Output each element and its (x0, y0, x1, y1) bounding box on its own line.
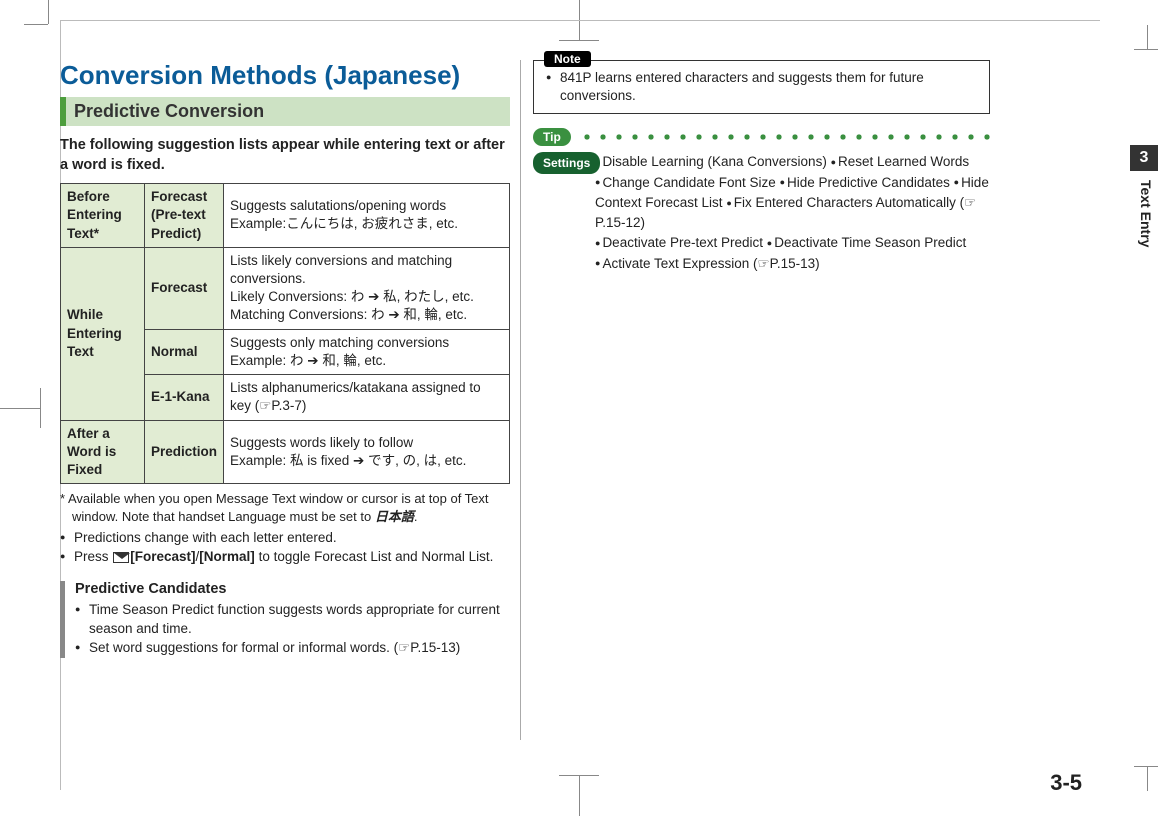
chapter-tab: 3 (1130, 145, 1158, 171)
settings-block: Settings Disable Learning (Kana Conversi… (533, 152, 990, 274)
tip-header: Tip (533, 128, 990, 146)
row-mode: Forecast (Pre-text Predict) (145, 184, 224, 248)
key-label: [Normal] (199, 549, 255, 564)
table-row: While Entering Text Forecast Lists likel… (61, 247, 510, 329)
settings-pill: Settings (533, 152, 600, 174)
note-box: Note 841P learns entered characters and … (533, 60, 990, 114)
row-stage: After a Word is Fixed (61, 420, 145, 484)
list-item: 841P learns entered characters and sugge… (546, 69, 979, 105)
right-column: Note 841P learns entered characters and … (520, 60, 990, 740)
row-desc: Lists alphanumerics/katakana assigned to… (224, 375, 510, 420)
settings-item: Change Candidate Font Size (595, 175, 776, 190)
section-heading: Predictive Conversion (60, 97, 510, 126)
notes-list: Predictions change with each letter ente… (60, 529, 510, 567)
settings-item: Activate Text Expression (☞P.15-13) (595, 256, 820, 271)
row-desc: Suggests words likely to follow Example:… (224, 420, 510, 484)
settings-item: Disable Learning (Kana Conversions) (595, 154, 827, 169)
page-number: 3-5 (1050, 770, 1082, 796)
row-desc: Suggests salutations/opening words Examp… (224, 184, 510, 248)
mail-icon (113, 552, 129, 563)
conversion-table: Before Entering Text* Forecast (Pre-text… (60, 183, 510, 484)
table-row: After a Word is Fixed Prediction Suggest… (61, 420, 510, 484)
list-item: Press [Forecast]/[Normal] to toggle Fore… (60, 548, 510, 567)
sub-heading: Predictive Candidates (75, 581, 510, 597)
footnote-text: * Available when you open Message Text w… (60, 491, 489, 524)
row-mode: E-1-Kana (145, 375, 224, 420)
key-label: [Forecast] (130, 549, 195, 564)
page-content: Conversion Methods (Japanese) Predictive… (60, 60, 1000, 740)
table-row: Before Entering Text* Forecast (Pre-text… (61, 184, 510, 248)
row-mode: Prediction (145, 420, 224, 484)
settings-item: Reset Learned Words (831, 154, 970, 169)
row-mode: Normal (145, 329, 224, 374)
settings-item: Deactivate Pre-text Predict (595, 235, 763, 250)
dots-icon (579, 133, 990, 141)
sub-list: Time Season Predict function suggests wo… (75, 601, 510, 658)
text: to toggle Forecast List and Normal List. (255, 549, 494, 564)
list-item: Set word suggestions for formal or infor… (75, 639, 510, 658)
row-desc: Suggests only matching conversions Examp… (224, 329, 510, 374)
footnote: * Available when you open Message Text w… (60, 490, 510, 525)
chapter-label: Text Entry (1138, 180, 1154, 247)
list-item: Predictions change with each letter ente… (60, 529, 510, 548)
settings-item: Hide Predictive Candidates (780, 175, 950, 190)
note-list: 841P learns entered characters and sugge… (546, 69, 979, 105)
intro-text: The following suggestion lists appear wh… (60, 136, 510, 175)
settings-item: Deactivate Time Season Predict (767, 235, 967, 250)
row-stage: While Entering Text (61, 247, 145, 420)
note-label: Note (544, 51, 591, 67)
tip-pill: Tip (533, 128, 571, 146)
footnote-emph: 日本語 (375, 509, 414, 524)
predictive-candidates-block: Predictive Candidates Time Season Predic… (60, 581, 510, 658)
left-column: Conversion Methods (Japanese) Predictive… (60, 60, 520, 740)
page-title: Conversion Methods (Japanese) (60, 60, 510, 91)
text: Press (74, 549, 112, 564)
row-desc: Lists likely conversions and matching co… (224, 247, 510, 329)
row-mode: Forecast (145, 247, 224, 329)
row-stage: Before Entering Text* (61, 184, 145, 248)
list-item: Time Season Predict function suggests wo… (75, 601, 510, 639)
